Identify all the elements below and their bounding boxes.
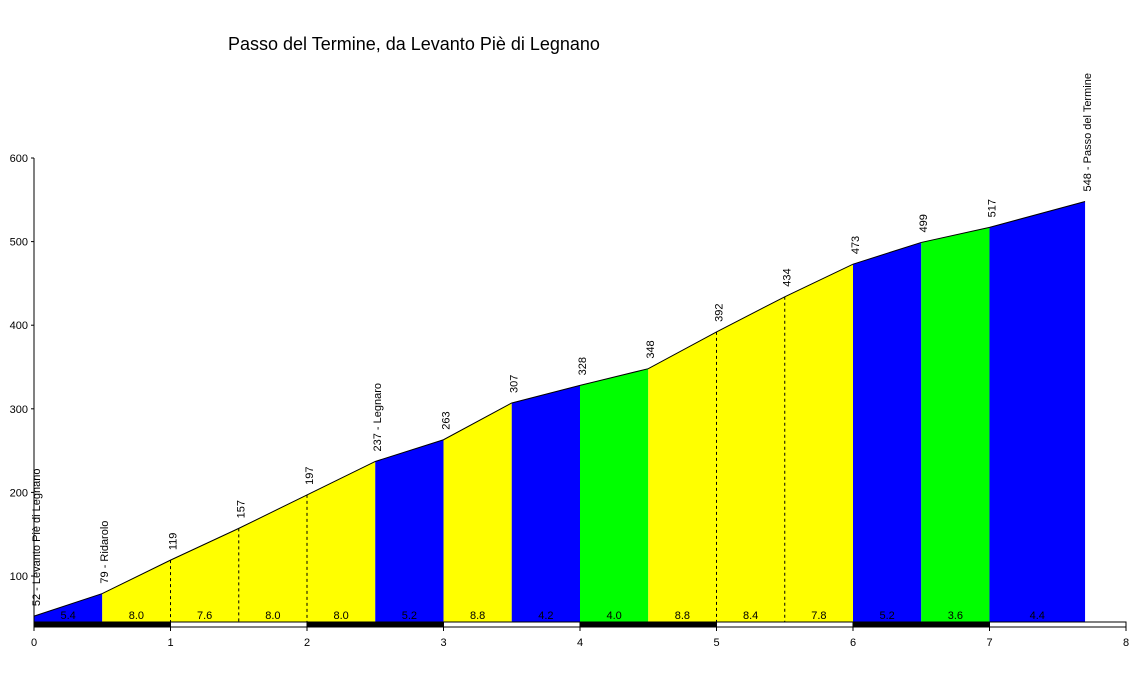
- elevation-label: 307: [509, 375, 521, 393]
- elevation-label: 119: [168, 533, 180, 551]
- gradient-label: 5.2: [402, 610, 417, 622]
- gradient-label: 5.4: [60, 610, 75, 622]
- profile-segment: [716, 296, 785, 622]
- km-band: [579, 621, 717, 628]
- profile-segment: [853, 242, 922, 622]
- y-tick-label: 500: [10, 237, 28, 249]
- gradient-label: 7.6: [197, 610, 212, 622]
- y-tick-label: 600: [10, 153, 28, 165]
- profile-segment: [648, 331, 717, 622]
- x-tick-label: 0: [31, 637, 37, 649]
- profile-segment: [921, 227, 990, 622]
- elevation-label: 197: [304, 467, 316, 485]
- elevation-label: 52 - Levanto Piè di Legnano: [31, 469, 43, 607]
- gradient-label: 3.6: [948, 610, 963, 622]
- km-band: [852, 621, 990, 628]
- profile-segment: [784, 264, 853, 622]
- profile-line: [33, 200, 1086, 617]
- gradient-label: 5.2: [879, 610, 894, 622]
- y-tick-label: 200: [10, 487, 28, 499]
- km-band: [306, 621, 444, 628]
- profile-segment: [580, 368, 649, 622]
- elevation-label: 348: [645, 340, 657, 358]
- gradient-label: 8.8: [470, 610, 485, 622]
- profile-segment: [511, 385, 580, 622]
- elevation-label: 263: [441, 411, 453, 429]
- x-tick-label: 4: [577, 637, 583, 649]
- y-tick-label: 100: [10, 571, 28, 583]
- gradient-label: 4.2: [538, 610, 553, 622]
- km-band: [170, 621, 308, 628]
- elevation-label: 237 - Legnaro: [372, 383, 384, 452]
- km-band: [443, 621, 581, 628]
- gradient-label: 4.0: [606, 610, 621, 622]
- profile-segment: [375, 439, 444, 622]
- x-tick-label: 5: [713, 637, 719, 649]
- elevation-label: 434: [782, 268, 794, 286]
- profile-segment: [170, 528, 239, 622]
- km-band: [716, 621, 854, 628]
- km-band: [989, 621, 1127, 628]
- x-tick-label: 1: [167, 637, 173, 649]
- y-tick-label: 400: [10, 320, 28, 332]
- gradient-label: 8.8: [675, 610, 690, 622]
- x-tick-label: 2: [304, 637, 310, 649]
- elevation-label: 392: [714, 304, 726, 322]
- gradient-label: 8.0: [265, 610, 280, 622]
- x-tick-label: 8: [1123, 637, 1129, 649]
- x-tick-label: 6: [850, 637, 856, 649]
- elevation-label: 79 - Ridarolo: [99, 521, 111, 584]
- gradient-label: 8.4: [743, 610, 758, 622]
- elevation-label: 473: [850, 236, 862, 254]
- elevation-label: 548 - Passo del Termine: [1082, 73, 1094, 191]
- elevation-label: 517: [987, 199, 999, 217]
- chart-title: Passo del Termine, da Levanto Piè di Leg…: [228, 34, 600, 54]
- elevation-label: 157: [236, 500, 248, 518]
- gradient-label: 8.0: [129, 610, 144, 622]
- x-tick-label: 7: [986, 637, 992, 649]
- gradient-label: 8.0: [333, 610, 348, 622]
- gradient-label: 4.4: [1030, 610, 1045, 622]
- km-band: [33, 621, 171, 628]
- profile-segment: [102, 560, 171, 622]
- profile-segment: [989, 201, 1086, 622]
- x-tick-label: 3: [440, 637, 446, 649]
- profile-segment: [443, 402, 512, 622]
- y-tick-label: 300: [10, 404, 28, 416]
- elevation-label: 499: [918, 214, 930, 232]
- elevation-label: 328: [577, 357, 589, 375]
- profile-segment: [34, 593, 103, 622]
- profile-segment: [307, 461, 376, 622]
- gradient-label: 7.8: [811, 610, 826, 622]
- profile-segment: [238, 494, 307, 622]
